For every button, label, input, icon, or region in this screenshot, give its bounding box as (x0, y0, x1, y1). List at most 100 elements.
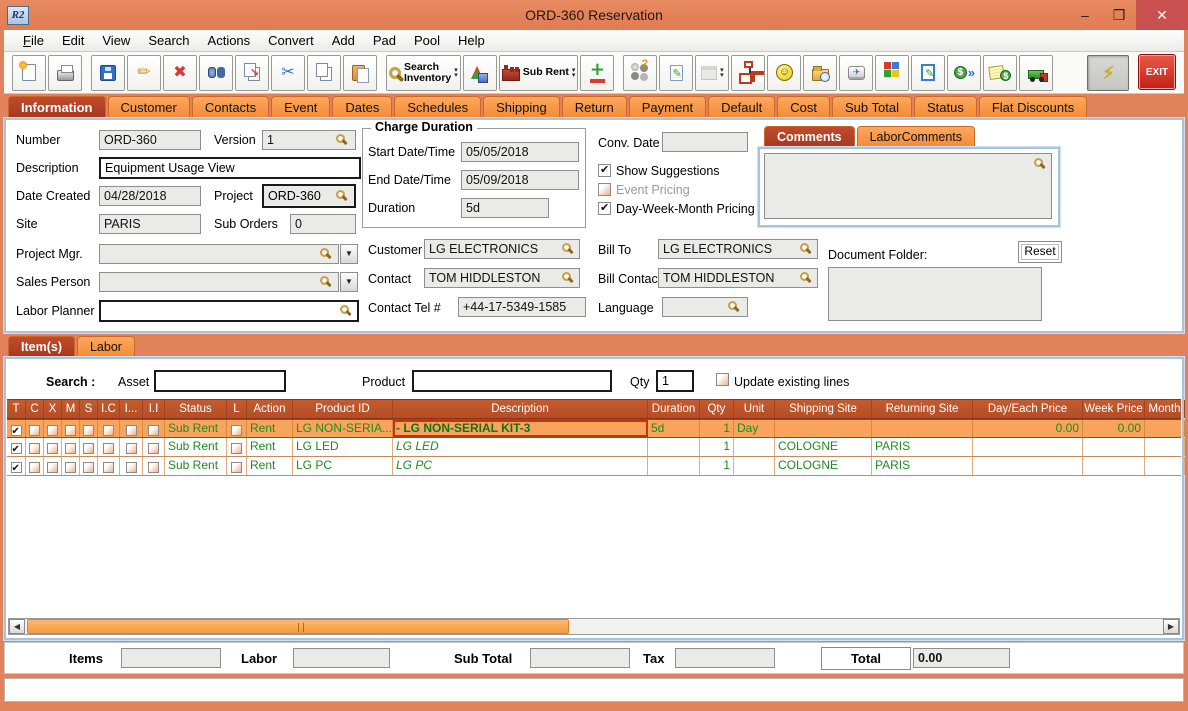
row-checkbox[interactable] (148, 442, 159, 454)
copy-button[interactable] (307, 54, 341, 91)
dispatch-truck-button[interactable] (1019, 54, 1054, 91)
description-cell[interactable]: LG PC (393, 457, 648, 475)
row-checkbox[interactable] (10, 460, 22, 475)
cubes-button[interactable] (875, 54, 910, 91)
paste-button[interactable] (343, 54, 377, 91)
new-document-button[interactable] (12, 54, 46, 91)
row-checkbox[interactable] (83, 461, 94, 473)
column-header-day-each-price[interactable]: Day/Each Price (973, 400, 1083, 418)
row-checkbox[interactable] (103, 424, 114, 436)
tab-laborcomments[interactable]: LaborComments (856, 126, 975, 147)
cut-button[interactable]: ✂ (271, 54, 305, 91)
contact-tel-field[interactable] (458, 297, 586, 317)
action-cell[interactable]: Rent (247, 457, 293, 475)
start-date-field[interactable] (461, 142, 579, 162)
row-checkbox[interactable] (148, 424, 159, 436)
smiley-button[interactable]: ☺ (767, 54, 802, 91)
close-button[interactable]: ✕ (1136, 0, 1188, 30)
row-checkbox[interactable] (83, 424, 94, 436)
checkbox-day-week-month-pricing[interactable] (598, 201, 611, 216)
bill-to-lookup-icon[interactable] (800, 243, 809, 252)
items-total-field[interactable] (121, 648, 221, 668)
site-field[interactable] (99, 214, 201, 234)
qty-cell[interactable]: 1 (700, 438, 734, 456)
tab-sub-total[interactable]: Sub Total (832, 96, 912, 118)
column-header-unit[interactable]: Unit (734, 400, 775, 418)
maximize-button[interactable]: ❒ (1112, 6, 1126, 23)
labor-planner-field[interactable] (99, 300, 359, 322)
column-header-c[interactable]: C (26, 400, 44, 418)
minimize-button[interactable]: – (1081, 7, 1089, 23)
comments-lookup-icon[interactable] (1034, 158, 1043, 167)
row-checkbox[interactable] (65, 424, 76, 436)
week-price-cell[interactable]: 0.00 (1083, 420, 1145, 437)
status-cell[interactable]: Sub Rent (165, 457, 227, 475)
project-mgr-lookup-icon[interactable] (320, 248, 329, 257)
project-lookup-icon[interactable] (336, 190, 345, 199)
money-transfer-button[interactable]: $» (947, 54, 982, 91)
bill-to-field[interactable] (658, 239, 818, 259)
conv-date-field[interactable] (662, 132, 748, 152)
product-id-cell[interactable]: LG NON-SERIA... (293, 420, 393, 437)
print-button[interactable] (48, 54, 82, 91)
search-inventory-dropdown-icon[interactable]: ▾ ▾ (454, 66, 458, 79)
copy-move-button[interactable]: ↘ (235, 54, 269, 91)
exit-button[interactable]: EXIT (1138, 54, 1176, 90)
sales-person-lookup-icon[interactable] (320, 276, 329, 285)
qty-input[interactable] (656, 370, 694, 392)
column-header-s[interactable]: S (80, 400, 98, 418)
total-value-field[interactable] (913, 648, 1010, 668)
sub-rent-dropdown-icon[interactable]: ▾ ▾ (571, 66, 576, 79)
menu-item-pool[interactable]: Pool (413, 33, 441, 48)
product-search-input[interactable] (412, 370, 612, 392)
document-folder-textarea[interactable] (828, 267, 1042, 321)
column-header-qty[interactable]: Qty (700, 400, 734, 418)
column-header-shipping-site[interactable]: Shipping Site (775, 400, 872, 418)
row-checkbox[interactable] (125, 442, 137, 454)
column-header-duration[interactable]: Duration (648, 400, 700, 418)
returning-site-cell[interactable]: PARIS (872, 438, 973, 456)
sub-rent-button[interactable]: Sub Rent ▾ ▾ (498, 54, 579, 91)
bill-contact-field[interactable] (658, 268, 818, 288)
description-cell[interactable]: - LG NON-SERIAL KIT-3 (393, 420, 648, 437)
column-header-month[interactable]: Month (1145, 400, 1185, 418)
scroll-left-button[interactable]: ◀ (9, 619, 25, 634)
sales-person-dropdown-button[interactable]: ▼ (340, 272, 358, 292)
month-cell[interactable] (1145, 420, 1185, 437)
row-checkbox[interactable] (231, 424, 242, 436)
month-cell[interactable] (1145, 457, 1185, 475)
tab-dates[interactable]: Dates (332, 96, 393, 118)
duration-field[interactable] (461, 198, 549, 218)
delete-button[interactable]: ✖ (163, 54, 197, 91)
sub-orders-field[interactable] (290, 214, 356, 234)
tab-shipping[interactable]: Shipping (483, 96, 560, 118)
row-checkbox[interactable] (29, 442, 40, 454)
language-lookup-icon[interactable] (728, 301, 737, 310)
product-id-cell[interactable]: LG LED (293, 438, 393, 456)
tab-status[interactable]: Status (913, 96, 977, 118)
row-checkbox[interactable] (148, 461, 159, 473)
tab-labor[interactable]: Labor (76, 336, 135, 357)
returning-site-cell[interactable]: PARIS (872, 457, 973, 475)
menu-item-file[interactable]: File (23, 33, 44, 48)
status-cell[interactable]: Sub Rent (165, 438, 227, 456)
checkbox-show-suggestions[interactable] (598, 163, 611, 178)
group-help-button[interactable] (623, 54, 658, 91)
column-header-returning-site[interactable]: Returning Site (872, 400, 973, 418)
column-header-x[interactable]: X (44, 400, 62, 418)
row-checkbox[interactable] (231, 461, 242, 473)
menu-item-pad[interactable]: Pad (372, 33, 396, 48)
sales-person-field[interactable] (99, 272, 339, 292)
week-price-cell[interactable] (1083, 457, 1145, 475)
notes-button[interactable]: ✎ (659, 54, 694, 91)
save-button[interactable] (91, 54, 125, 91)
contact-field[interactable] (424, 268, 580, 288)
menu-item-actions[interactable]: Actions (207, 33, 251, 48)
scroll-right-button[interactable]: ▶ (1163, 619, 1179, 634)
row-checkbox[interactable] (47, 442, 58, 454)
qty-cell[interactable]: 1 (700, 457, 734, 475)
column-header-i-[interactable]: I... (120, 400, 143, 418)
column-header-action[interactable]: Action (247, 400, 293, 418)
menu-item-add[interactable]: Add (331, 33, 355, 48)
